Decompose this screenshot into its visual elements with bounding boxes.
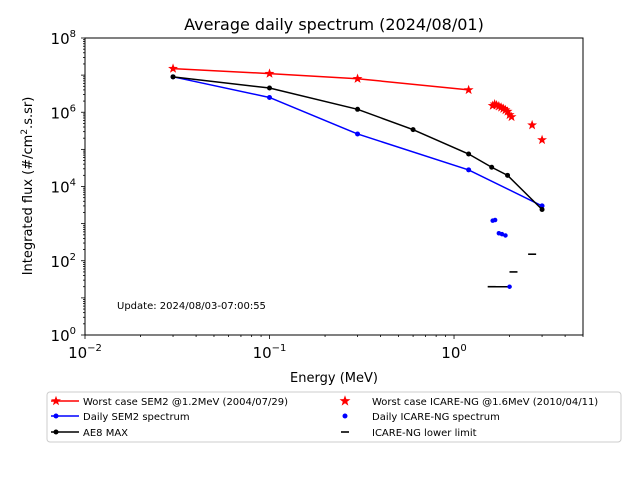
- legend-marker-0: [51, 395, 61, 406]
- series-3-point-6: [500, 104, 511, 115]
- y-axis-label-superscript: 2: [20, 129, 30, 135]
- legend-label-4: Daily ICARE-NG spectrum: [372, 412, 500, 423]
- series-0-line: [173, 67, 469, 91]
- series-3-point-4: [496, 102, 507, 112]
- legend-entry-5: ICARE-NG lower limit: [341, 428, 477, 439]
- series-0-point-0: [168, 63, 178, 73]
- series-2-point-4: [466, 151, 472, 157]
- series-5: [487, 253, 537, 288]
- y-axis-label-main: Integrated flux (#/cm: [21, 135, 36, 276]
- legend-entry-4: Daily ICARE-NG spectrum: [342, 412, 500, 423]
- y-tick-label-0: 100: [51, 326, 76, 345]
- legend-label-2: AE8 MAX: [83, 428, 128, 439]
- y-tick-label-4: 108: [51, 29, 76, 48]
- series-1: [170, 74, 545, 209]
- y-axis-label-tail: .s.sr): [21, 97, 36, 129]
- x-axis: 10−2 10−1 100: [68, 335, 584, 362]
- series-0-point-2: [352, 73, 363, 83]
- legend-entry-3: Worst case ICARE-NG @1.6MeV (2010/04/11): [339, 395, 598, 408]
- series-3-point-5: [498, 103, 509, 113]
- series-3-point-10: [527, 119, 538, 130]
- x-tick-label-0: 10−2: [68, 343, 102, 362]
- series-0-point-1: [264, 68, 275, 78]
- series-4-point-4: [503, 233, 508, 238]
- y-axis: 100 102 104 106 108: [51, 29, 85, 345]
- series-4-point-3: [499, 231, 505, 237]
- y-tick-label-2: 104: [51, 178, 76, 197]
- series-4-point-5: [507, 284, 512, 289]
- legend-label-5: ICARE-NG lower limit: [372, 428, 477, 439]
- x-axis-label: Energy (MeV): [290, 371, 378, 386]
- legend-entry-0: Worst case SEM2 @1.2MeV (2004/07/29): [51, 395, 288, 408]
- legend-frame: [46, 391, 622, 443]
- legend-marker-1: [53, 413, 59, 419]
- series-1-point-1: [267, 94, 273, 100]
- legend-label-0: Worst case SEM2 @1.2MeV (2004/07/29): [83, 397, 288, 408]
- series-3-point-8: [504, 109, 515, 120]
- series-2-point-6: [505, 172, 511, 178]
- legend-marker-2: [53, 429, 59, 435]
- series-1-point-2: [355, 131, 361, 137]
- legend-label-3: Worst case ICARE-NG @1.6MeV (2010/04/11): [372, 397, 598, 408]
- series-2: [170, 74, 545, 213]
- legend-entry-2: AE8 MAX: [51, 428, 128, 439]
- series-1-line: [172, 76, 543, 207]
- series-3-point-9: [506, 111, 517, 122]
- series-2-point-5: [489, 164, 495, 170]
- series-2-line: [172, 76, 543, 211]
- chart-title: Average daily spectrum (2024/08/01): [184, 15, 484, 34]
- y-axis-label: Integrated flux (#/cm2.s.sr): [20, 97, 36, 276]
- series-4-point-1: [492, 217, 498, 223]
- series-1-point-3: [466, 167, 472, 173]
- legend-marker-4: [342, 413, 348, 419]
- series-2-point-0: [170, 74, 176, 80]
- series-3: [487, 98, 548, 145]
- series-4: [490, 217, 512, 289]
- series-2-point-1: [267, 85, 273, 91]
- axes-frame: [84, 37, 584, 336]
- y-tick-label-3: 106: [51, 103, 76, 122]
- series-3-point-11: [537, 134, 548, 145]
- legend-marker-3: [339, 395, 351, 406]
- series-2-point-3: [410, 127, 416, 133]
- series-3-point-7: [502, 106, 513, 116]
- series-1-point-4: [539, 203, 545, 209]
- x-tick-label-2: 100: [441, 343, 466, 362]
- series-2-point-7: [539, 207, 545, 213]
- legend: Worst case SEM2 @1.2MeV (2004/07/29) Dail…: [46, 391, 622, 443]
- legend-label-1: Daily SEM2 spectrum: [83, 412, 190, 423]
- update-annotation: Update: 2024/08/03-07:00:55: [117, 301, 266, 312]
- plot-area: [168, 63, 548, 289]
- legend-entry-1: Daily SEM2 spectrum: [51, 412, 190, 423]
- series-2-point-2: [355, 106, 361, 112]
- series-0: [168, 63, 474, 95]
- x-tick-label-1: 10−1: [253, 343, 287, 362]
- y-tick-label-1: 102: [51, 252, 76, 271]
- series-0-point-3: [463, 84, 474, 95]
